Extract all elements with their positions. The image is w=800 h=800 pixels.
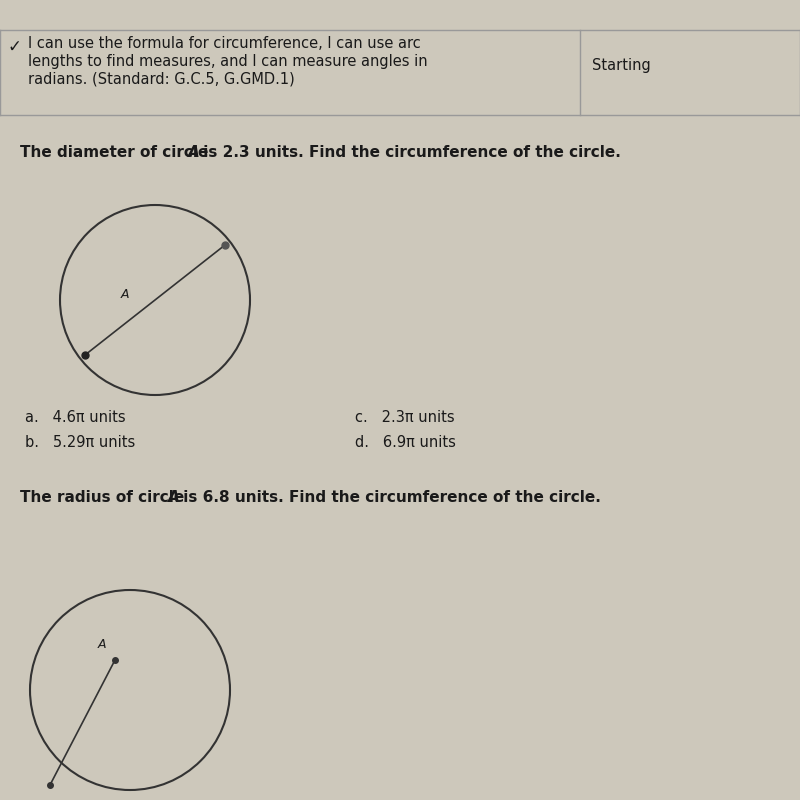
Text: I can use the formula for circumference, I can use arc: I can use the formula for circumference,… — [28, 36, 421, 51]
Text: The radius of circle: The radius of circle — [20, 490, 190, 505]
Text: A: A — [188, 145, 200, 160]
Text: is 2.3 units. Find the circumference of the circle.: is 2.3 units. Find the circumference of … — [198, 145, 621, 160]
Text: ✓: ✓ — [8, 38, 22, 56]
Text: The diameter of circle: The diameter of circle — [20, 145, 214, 160]
Text: d.   6.9π units: d. 6.9π units — [355, 435, 456, 450]
Text: is 6.8 units. Find the circumference of the circle.: is 6.8 units. Find the circumference of … — [178, 490, 601, 505]
Text: c.   2.3π units: c. 2.3π units — [355, 410, 454, 425]
Text: A: A — [121, 289, 130, 302]
Text: b.   5.29π units: b. 5.29π units — [25, 435, 135, 450]
Text: Starting: Starting — [592, 58, 650, 73]
Text: radians. (Standard: G.C.5, G.GMD.1): radians. (Standard: G.C.5, G.GMD.1) — [28, 72, 294, 87]
Text: a.   4.6π units: a. 4.6π units — [25, 410, 126, 425]
Text: A: A — [98, 638, 106, 651]
Text: A: A — [168, 490, 180, 505]
Text: lengths to find measures, and I can measure angles in: lengths to find measures, and I can meas… — [28, 54, 428, 69]
